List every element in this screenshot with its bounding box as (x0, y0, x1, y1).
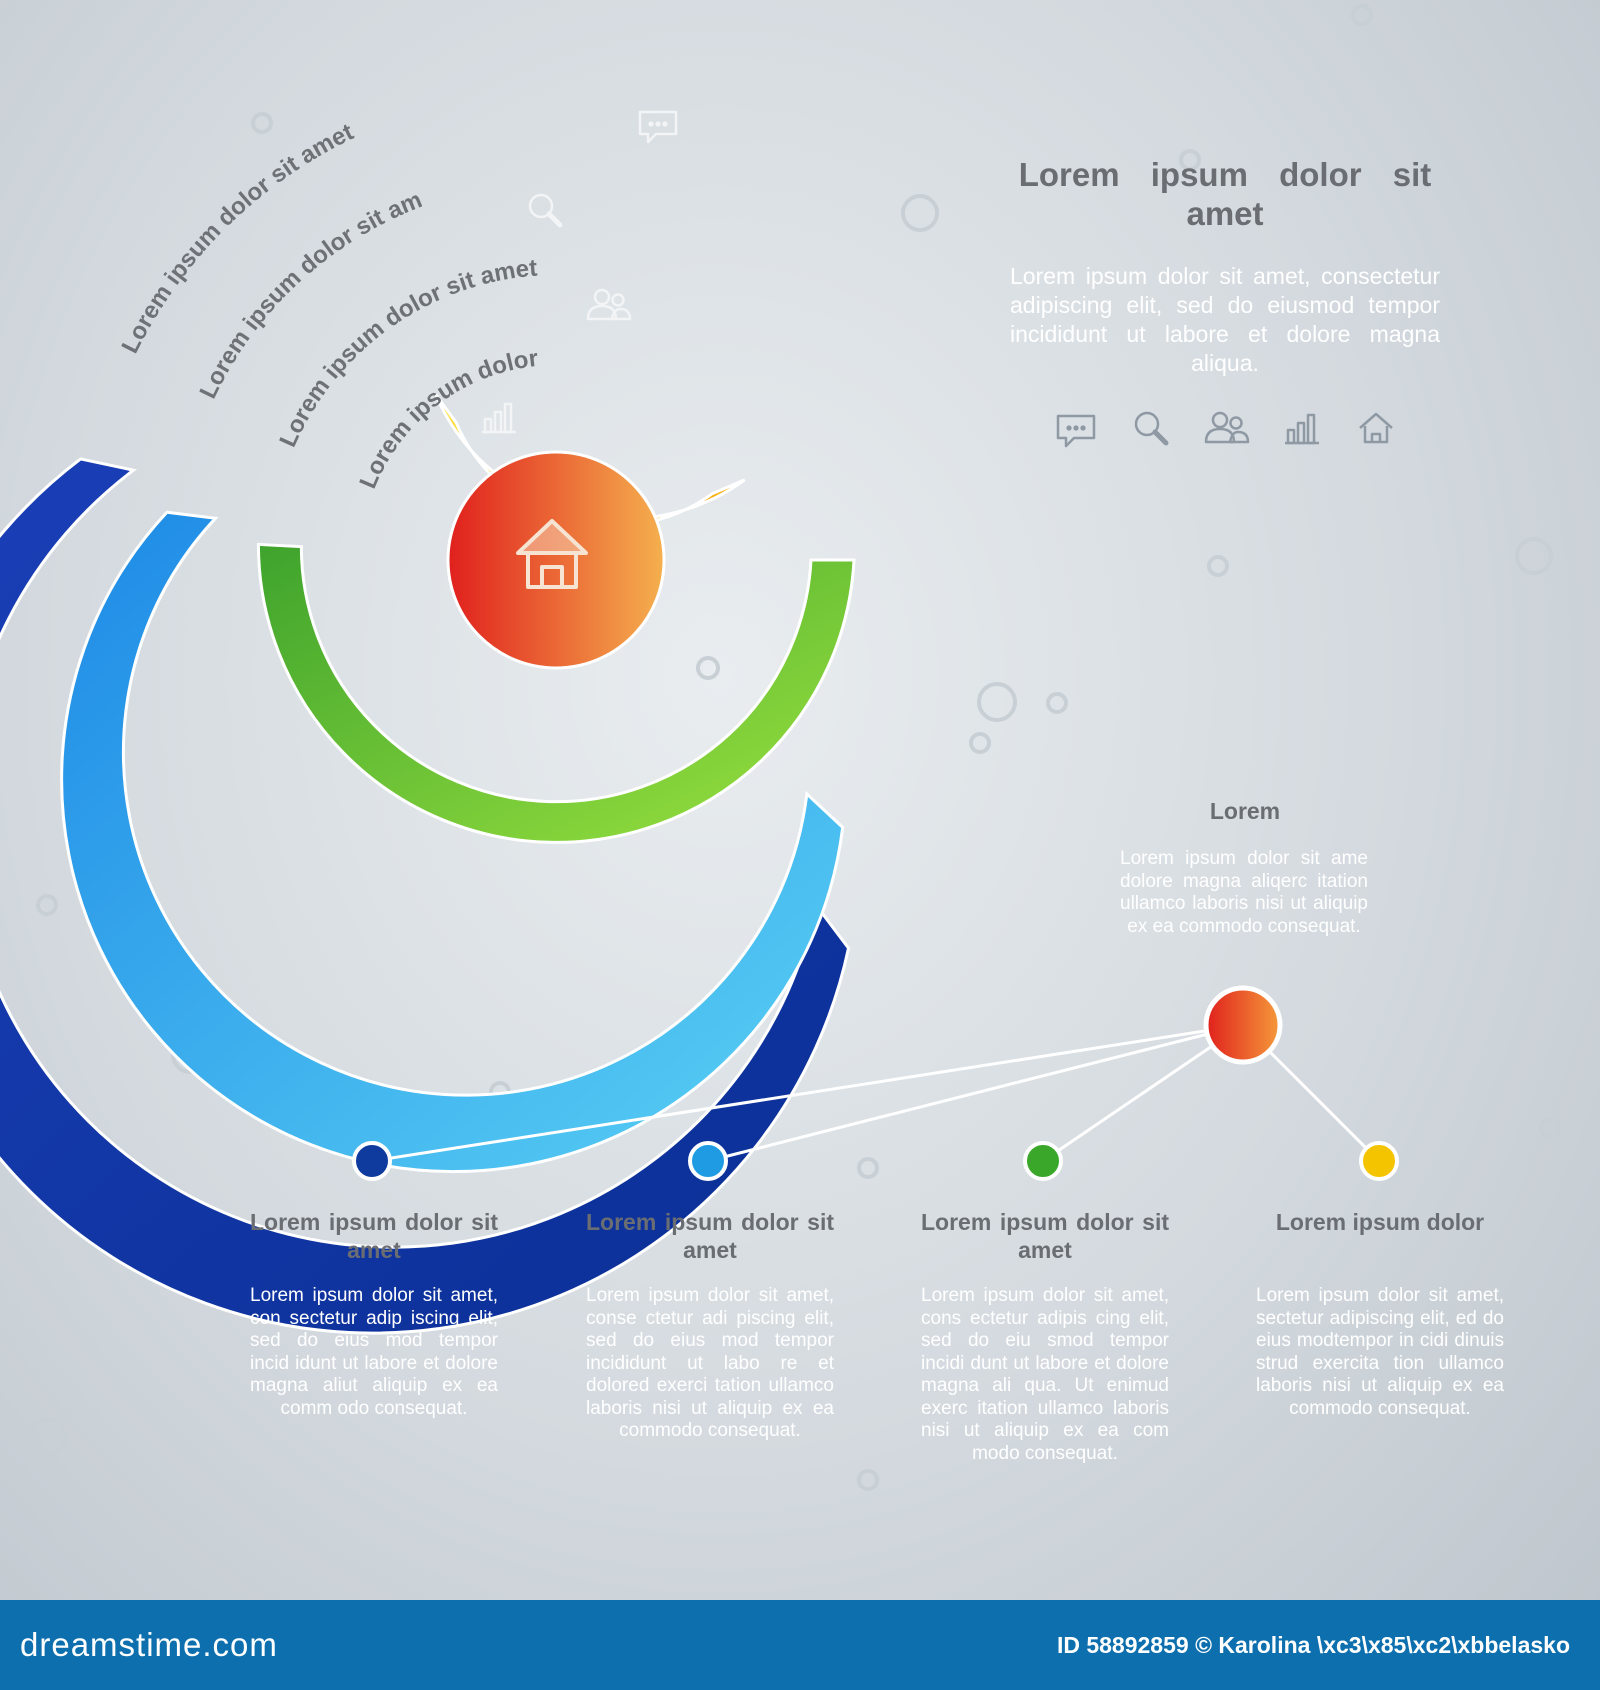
column-3-node (1023, 1141, 1063, 1181)
speech-bubble-icon (1056, 414, 1096, 448)
hub-title: Lorem (1209, 798, 1281, 824)
people-icon (1204, 411, 1250, 444)
hub-body: Lorem ipsum dolor sit ame dolore magna a… (1120, 848, 1368, 937)
column-2-body: Lorem ipsum dolor sit amet, conse ctetur… (586, 1285, 834, 1441)
column-2-node (688, 1141, 728, 1181)
ring-3 (256, 542, 856, 844)
heading-icon-row (1056, 411, 1393, 448)
infographic-canvas: Lorem ipsum dolor sit amet Lorem ipsum do… (0, 0, 1561, 1491)
footer-bar: dreamstime.com ID 58892859 © Karolina \x… (0, 1600, 1600, 1690)
connector-nodes (352, 1141, 1399, 1181)
heading-title: Lorem ipsum dolor sit amet (1018, 156, 1432, 232)
concentric-ring-chart (0, 393, 856, 1335)
bar-chart-icon (1285, 413, 1319, 445)
magnifier-icon (528, 193, 563, 228)
house-icon (1359, 412, 1393, 444)
bar-chart-icon (482, 402, 516, 434)
connector-line (371, 1023, 1244, 1163)
magnifier-icon (1134, 411, 1169, 446)
ring-1 (0, 457, 851, 1335)
column-1-node (352, 1141, 392, 1181)
column-1-title: Lorem ipsum dolor sit amet (250, 1209, 498, 1263)
footer-brand: dreamstime.com (20, 1626, 278, 1663)
column-4-title: Lorem ipsum dolor (1275, 1209, 1485, 1235)
connector-line (707, 1023, 1244, 1163)
ring-icons (482, 110, 678, 434)
footer-credit: ID 58892859 © Karolina \xc3\x85\xc2\xbbe… (1056, 1632, 1570, 1658)
hub-node (1203, 985, 1283, 1065)
speech-bubble-icon (638, 110, 678, 144)
people-icon (586, 288, 632, 321)
column-3-title: Lorem ipsum dolor sit amet (921, 1209, 1169, 1263)
column-1-body: Lorem ipsum dolor sit amet, con sectetur… (250, 1285, 498, 1419)
column-4-body: Lorem ipsum dolor sit amet, sectetur adi… (1256, 1285, 1504, 1419)
column-2-title: Lorem ipsum dolor sit amet (586, 1209, 834, 1263)
ring-2 (60, 510, 845, 1174)
heading-body: Lorem ipsum dolor sit amet, consectetur … (1010, 263, 1440, 376)
column-3-body: Lorem ipsum dolor sit amet, cons ectetur… (921, 1285, 1169, 1464)
center-circle (446, 450, 666, 670)
house-icon (516, 519, 588, 589)
column-4-node (1359, 1141, 1399, 1181)
connector-line (1042, 1023, 1244, 1163)
